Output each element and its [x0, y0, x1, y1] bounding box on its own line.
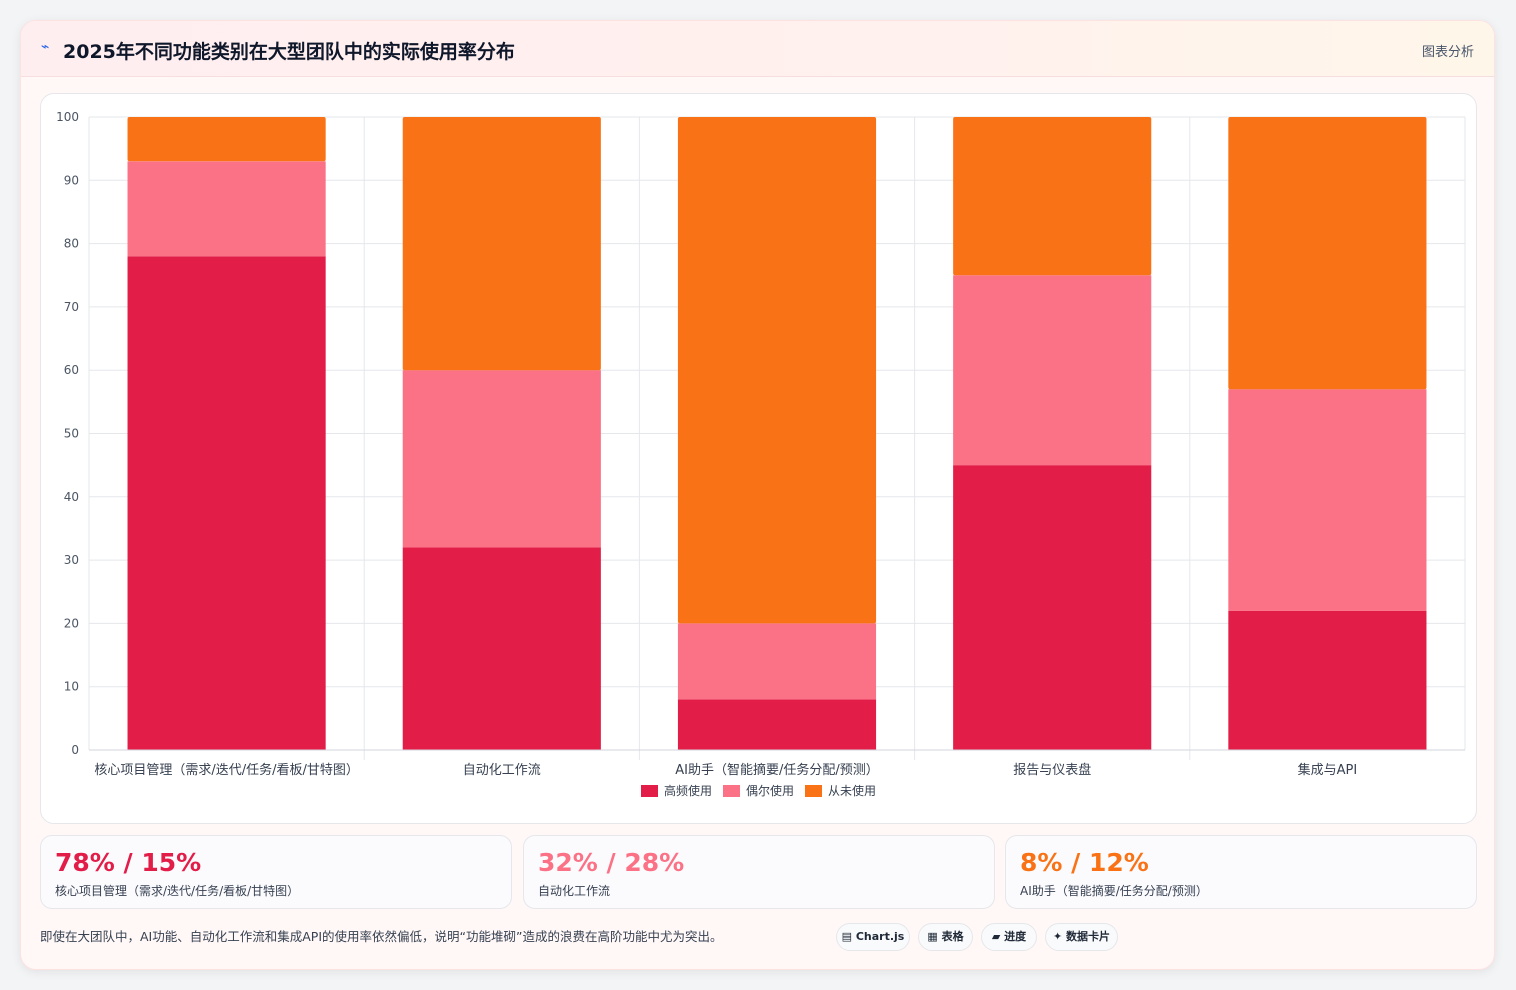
y-tick-label: 70 [64, 300, 79, 314]
x-tick-label: 核心项目管理（需求/迭代/任务/看板/甘特图） [94, 762, 359, 778]
axis-layer: 0 10 20 30 40 50 60 70 80 90 100 核心项目管理（需求/迭代/任务/看板… [56, 110, 1465, 778]
bar-segment [1228, 117, 1427, 390]
y-tick-label: 80 [64, 237, 79, 251]
y-tick-label: 90 [64, 173, 79, 187]
stat-card-core: 78% / 15% 核心项目管理（需求/迭代/任务/看板/甘特图） [40, 835, 512, 909]
bar-segment [127, 117, 326, 162]
bar-segment [677, 117, 877, 624]
stat-value: 32% / 28% [538, 848, 685, 877]
legend-swatch [723, 785, 740, 797]
chart-line-icon: ⌁ [41, 39, 50, 55]
legend-swatch [641, 785, 658, 797]
bar-segment [1228, 389, 1427, 611]
bar-layer [127, 117, 1427, 750]
y-tick-label: 30 [64, 553, 79, 567]
bar-segment [677, 623, 877, 700]
y-tick-label: 0 [71, 743, 79, 757]
stat-label: 核心项目管理（需求/迭代/任务/看板/甘特图） [55, 884, 300, 898]
stat-value: 78% / 15% [55, 848, 202, 877]
bar-segment [402, 370, 601, 548]
card-header: ⌁ 2025年不同功能类别在大型团队中的实际使用率分布 图表分析 [21, 21, 1494, 77]
y-tick-label: 100 [56, 110, 79, 124]
bar-segment [402, 547, 601, 750]
chart-title: 2025年不同功能类别在大型团队中的实际使用率分布 [63, 41, 515, 63]
x-tick-label: 自动化工作流 [463, 763, 541, 778]
chart-card: ⌁ 2025年不同功能类别在大型团队中的实际使用率分布 图表分析 0 10 20 30… [20, 20, 1495, 970]
chip-chartjs[interactable]: ▤ Chart.js [836, 923, 910, 951]
legend-label: 从未使用 [828, 783, 876, 798]
bar-segment [953, 465, 1152, 750]
bar-segment [953, 117, 1152, 276]
x-tick-label: 报告与仪表盘 [1013, 762, 1091, 778]
legend-label: 高频使用 [664, 783, 712, 798]
y-tick-label: 50 [64, 427, 79, 441]
bar-segment [953, 275, 1152, 466]
bar-segment [127, 161, 326, 257]
stat-card-automation: 32% / 28% 自动化工作流 [523, 835, 995, 909]
legend-swatch [805, 785, 822, 797]
stat-card-ai: 8% / 12% AI助手（智能摘要/任务分配/预测） [1005, 835, 1477, 909]
stat-label: 自动化工作流 [538, 884, 611, 898]
stat-value: 8% / 12% [1020, 848, 1149, 877]
bar-segment [677, 699, 877, 750]
legend-label: 偶尔使用 [746, 783, 794, 798]
plot-panel: 0 10 20 30 40 50 60 70 80 90 100 核心项目管理（需求/迭代/任务/看板… [40, 93, 1477, 824]
footer-note: 即使在大团队中，AI功能、自动化工作流和集成API的使用率依然偏低，说明“功能堆… [40, 929, 723, 944]
bar-segment [127, 256, 326, 750]
analysis-link[interactable]: 图表分析 [1421, 45, 1474, 60]
stat-label: AI助手（智能摘要/任务分配/预测） [1020, 884, 1208, 898]
x-tick-label: AI助手（智能摘要/任务分配/预测） [675, 762, 879, 778]
chip-data-cards[interactable]: ✦ 数据卡片 [1045, 923, 1118, 951]
chip-progress[interactable]: ▰ 进度 [981, 923, 1037, 951]
bar-segment [1228, 610, 1427, 750]
stacked-bar-chart: 0 10 20 30 40 50 60 70 80 90 100 核心项目管理（需求/迭代/任务/看板… [56, 110, 1466, 798]
y-tick-label: 40 [64, 490, 79, 504]
y-tick-label: 10 [64, 680, 79, 694]
x-tick-label: 集成与API [1298, 762, 1358, 778]
legend-layer: 高频使用 偶尔使用 从未使用 [641, 783, 876, 798]
y-tick-label: 60 [64, 363, 79, 377]
stats-row: 78% / 15% 核心项目管理（需求/迭代/任务/看板/甘特图） 32% / … [40, 835, 1477, 909]
y-tick-label: 20 [64, 616, 79, 630]
bar-segment [402, 117, 601, 371]
chip-table[interactable]: ▦ 表格 [918, 923, 973, 951]
